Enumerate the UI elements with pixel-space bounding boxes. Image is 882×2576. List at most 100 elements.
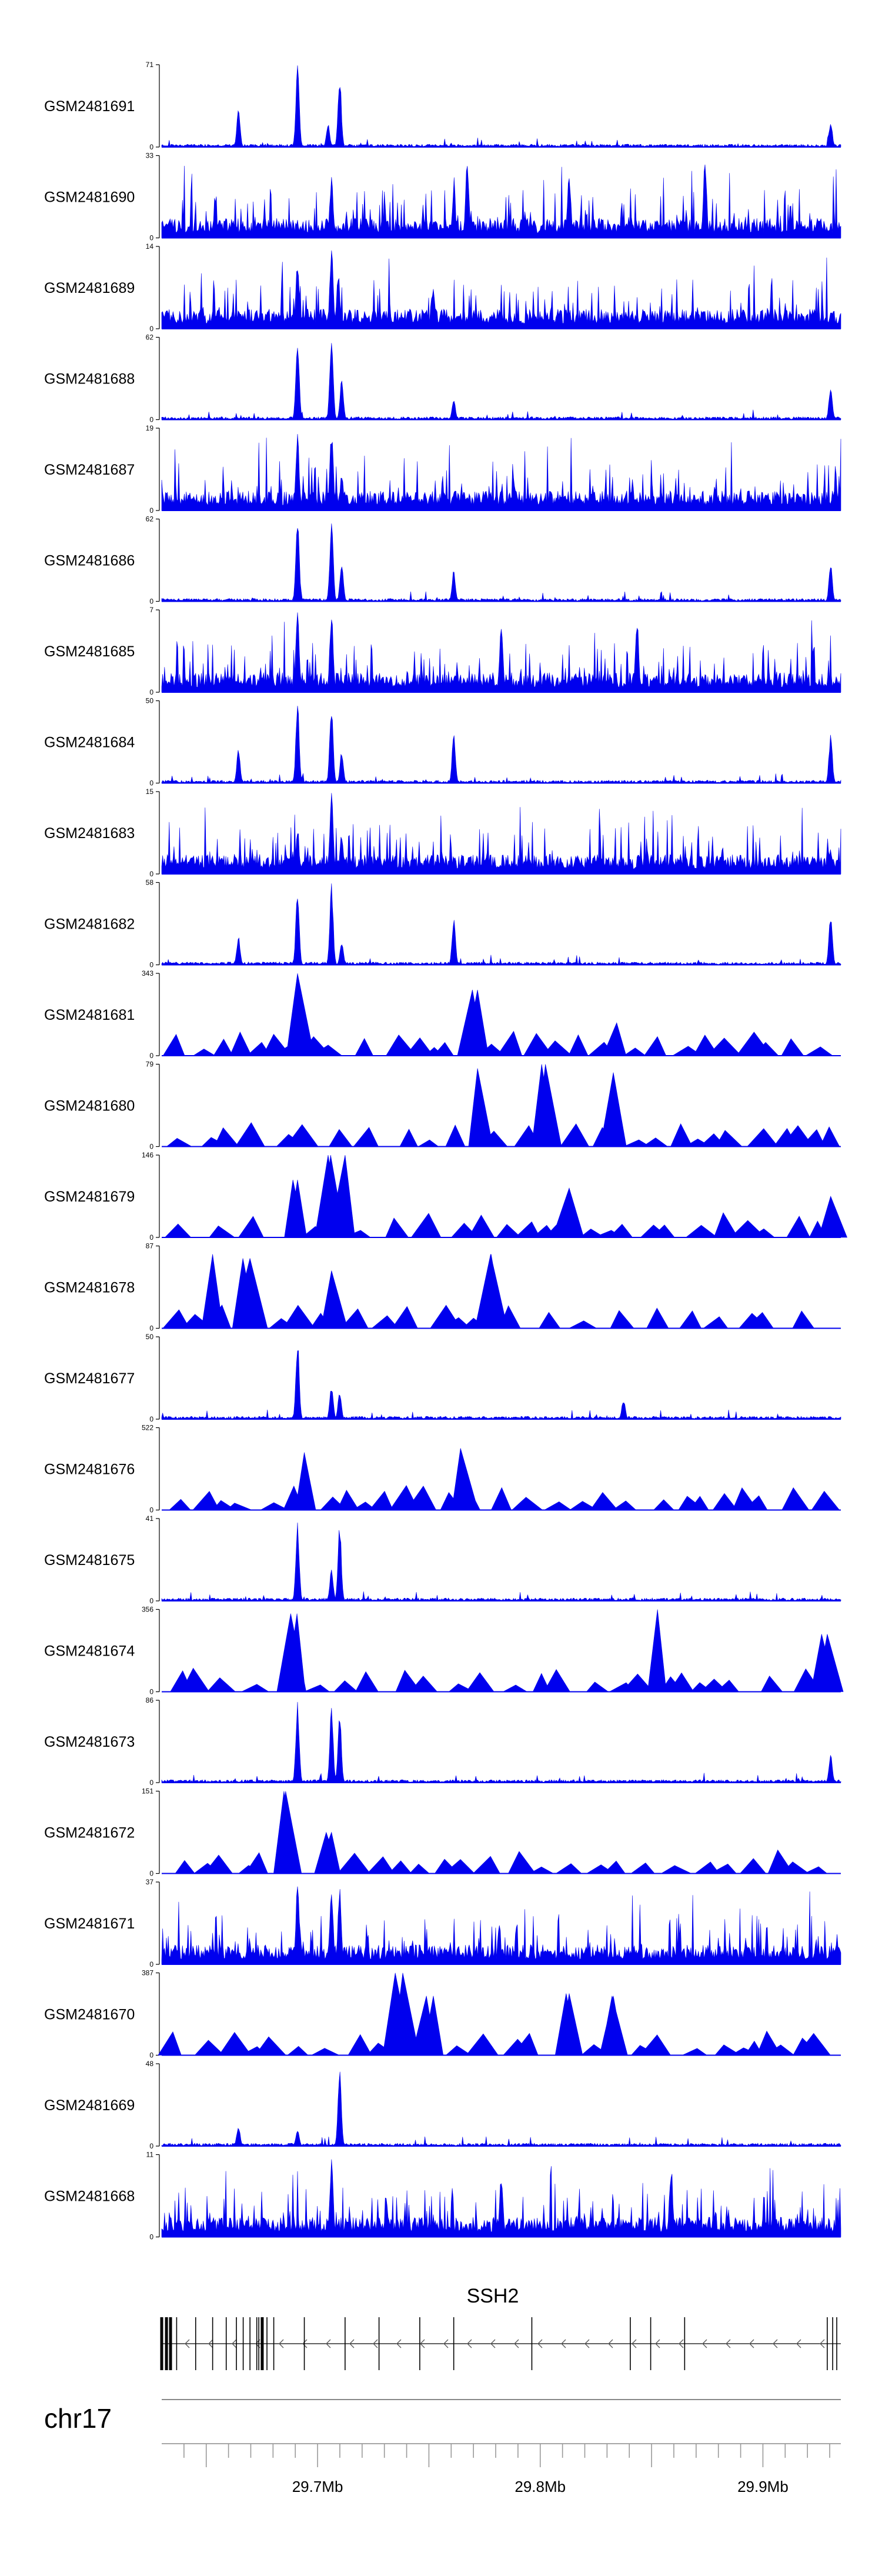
y-axis-max-label: 146: [142, 1151, 153, 1159]
track-label: GSM2481687: [44, 462, 135, 478]
signal-area-GSM2481689: [161, 250, 841, 329]
track-label: GSM2481691: [44, 98, 135, 115]
strand-arrow: [373, 2339, 378, 2348]
signal-area-GSM2481670: [158, 1973, 841, 2056]
y-axis-zero-label: 0: [149, 1506, 153, 1514]
track-label: GSM2481674: [44, 1643, 135, 1660]
track-GSM2481682: GSM2481682 58 0: [44, 879, 841, 969]
y-axis-zero-label: 0: [149, 870, 153, 878]
track-label: GSM2481679: [44, 1189, 135, 1205]
signal-area-GSM2481682: [161, 883, 841, 965]
signal-area-GSM2481669: [161, 2071, 841, 2147]
signal-area-GSM2481684: [161, 706, 841, 783]
y-axis-zero-label: 0: [149, 1052, 153, 1060]
strand-arrow: [702, 2339, 707, 2348]
y-axis-zero-label: 0: [149, 598, 153, 606]
y-axis-zero-label: 0: [149, 2233, 153, 2241]
track-label: GSM2481686: [44, 553, 135, 569]
track-label: GSM2481669: [44, 2097, 135, 2114]
y-axis-max-label: 50: [146, 697, 154, 705]
strand-arrow: [820, 2339, 825, 2348]
y-axis-zero-label: 0: [149, 2051, 153, 2060]
y-axis-zero-label: 0: [149, 1778, 153, 1787]
y-axis-max-label: 15: [146, 788, 154, 796]
strand-arrow: [232, 2339, 237, 2348]
signal-area-GSM2481668: [161, 2159, 841, 2237]
signal-area-GSM2481677: [161, 1350, 841, 1420]
track-label: GSM2481670: [44, 2007, 135, 2023]
signal-area-GSM2481673: [161, 1701, 841, 1783]
y-axis-max-label: 522: [142, 1424, 153, 1432]
y-axis-zero-label: 0: [149, 234, 153, 242]
strand-arrow: [561, 2339, 566, 2348]
gene-label-ssh2: SSH2: [467, 2285, 519, 2307]
signal-area-GSM2481690: [161, 164, 841, 238]
y-axis-max-label: 50: [146, 1333, 154, 1341]
strand-arrow: [632, 2339, 637, 2348]
y-axis-zero-label: 0: [149, 416, 153, 424]
y-axis-zero-label: 0: [149, 1688, 153, 1696]
track-label: GSM2481672: [44, 1825, 135, 1841]
signal-area-GSM2481687: [161, 433, 841, 511]
y-axis-max-label: 62: [146, 333, 154, 342]
signal-area-GSM2481674: [162, 1609, 844, 1692]
strand-arrow: [490, 2339, 496, 2348]
track-GSM2481669: GSM2481669 48 0: [44, 2060, 841, 2150]
track-label: GSM2481685: [44, 643, 135, 660]
track-GSM2481690: GSM2481690 33 0: [44, 152, 841, 242]
y-axis-max-label: 87: [146, 1242, 154, 1250]
y-axis-max-label: 41: [146, 1514, 154, 1523]
y-axis-max-label: 14: [146, 242, 154, 251]
strand-arrow: [302, 2339, 308, 2348]
strand-arrow: [537, 2339, 543, 2348]
y-axis-max-label: 151: [142, 1787, 153, 1796]
strand-arrow: [208, 2339, 213, 2348]
track-GSM2481679: GSM2481679 146 0: [44, 1151, 848, 1242]
x-axis-tick-label: 29.8Mb: [514, 2478, 566, 2495]
y-axis-max-label: 71: [146, 61, 154, 69]
y-axis-zero-label: 0: [149, 1960, 153, 1968]
y-axis-max-label: 58: [146, 879, 154, 887]
track-label: GSM2481671: [44, 1916, 135, 1932]
strand-arrow: [726, 2339, 731, 2348]
track-GSM2481686: GSM2481686 62 0: [44, 515, 841, 606]
y-axis-zero-label: 0: [149, 2142, 153, 2150]
y-axis-zero-label: 0: [149, 1870, 153, 1878]
signal-area-GSM2481675: [161, 1522, 841, 1601]
track-GSM2481676: GSM2481676 522 0: [44, 1424, 841, 1514]
signal-area-GSM2481678: [162, 1254, 841, 1329]
signal-area-GSM2481671: [161, 1886, 841, 1965]
chromosome-label: chr17: [44, 2403, 112, 2434]
y-axis-max-label: 33: [146, 152, 154, 160]
track-GSM2481673: GSM2481673 86 0: [44, 1696, 841, 1787]
strand-arrow: [773, 2339, 778, 2348]
y-axis-zero-label: 0: [149, 1233, 153, 1242]
strand-arrow: [349, 2339, 355, 2348]
track-GSM2481680: GSM2481680 79 0: [44, 1060, 841, 1151]
track-label: GSM2481682: [44, 916, 135, 933]
strand-arrow: [443, 2339, 449, 2348]
track-GSM2481689: GSM2481689 14 0: [44, 242, 841, 333]
track-GSM2481671: GSM2481671 37 0: [44, 1878, 841, 1968]
y-axis-max-label: 62: [146, 515, 154, 523]
y-axis-zero-label: 0: [149, 506, 153, 515]
track-label: GSM2481680: [44, 1098, 135, 1115]
track-GSM2481685: GSM2481685 7 0: [44, 606, 841, 696]
x-axis-tick-label: 29.9Mb: [737, 2478, 789, 2495]
y-axis-zero-label: 0: [149, 325, 153, 333]
strand-arrow: [749, 2339, 754, 2348]
y-axis-max-label: 79: [146, 1060, 154, 1069]
strand-arrow: [279, 2339, 284, 2348]
signal-area-GSM2481686: [161, 523, 841, 602]
y-axis-zero-label: 0: [149, 143, 153, 151]
gene-model-ssh2: [160, 2317, 841, 2370]
track-GSM2481672: GSM2481672 151 0: [44, 1787, 841, 1878]
track-label: GSM2481668: [44, 2188, 135, 2205]
strand-arrow: [396, 2339, 402, 2348]
y-axis-zero-label: 0: [149, 1415, 153, 1423]
track-GSM2481675: GSM2481675 41 0: [44, 1514, 841, 1605]
track-GSM2481681: GSM2481681 343 0: [44, 969, 841, 1060]
signal-area-GSM2481685: [161, 612, 841, 693]
signal-area-GSM2481676: [162, 1448, 841, 1510]
